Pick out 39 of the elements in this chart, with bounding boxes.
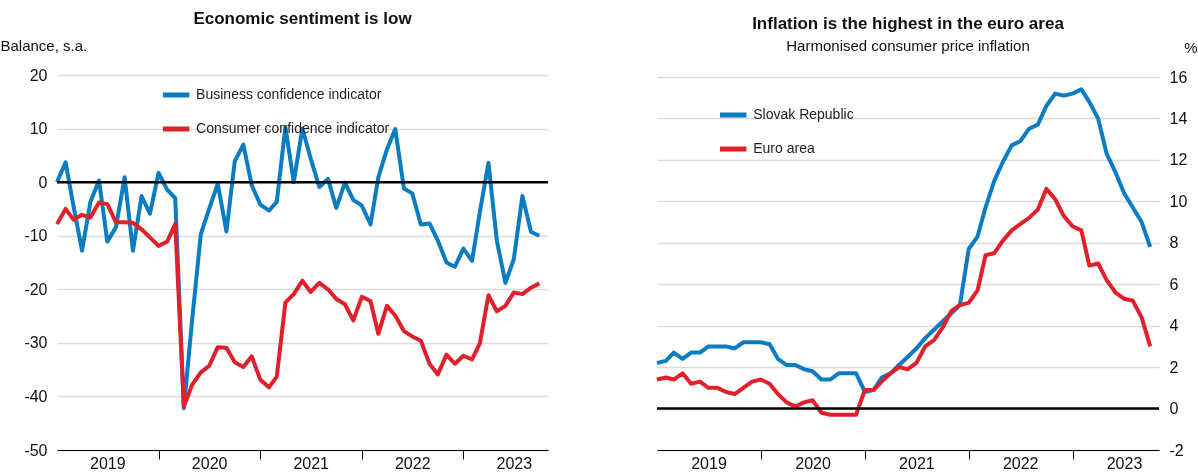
legend-label: Slovak Republic [753, 106, 854, 122]
y2-tick-label: 2 [1169, 358, 1179, 376]
y2-tick-label: -2 [1169, 441, 1184, 459]
x-tick-label: 2020 [191, 454, 228, 472]
x-tick-label: 2023 [1106, 454, 1143, 472]
x-tick-label: 2019 [691, 454, 727, 472]
x-tick-label: 2021 [293, 454, 330, 472]
y2-axis-title: % [1184, 38, 1198, 56]
y-tick-label: 0 [38, 173, 48, 191]
line-series [655, 87, 1153, 394]
y-tick-label: 20 [29, 66, 48, 84]
y2-tick-label: 10 [1169, 192, 1188, 210]
legend-label: Business confidence indicator [196, 86, 382, 102]
y2-tick-label: 14 [1169, 109, 1188, 127]
y2-tick-label: 16 [1169, 68, 1188, 86]
y-tick-label: -20 [24, 280, 48, 298]
x-tick-label: 2020 [795, 454, 831, 472]
line-series [55, 200, 542, 409]
y-tick-label: -40 [24, 387, 48, 405]
y2-tick-label: 12 [1169, 151, 1188, 169]
chart-subtitle: Harmonised consumer price inflation [786, 37, 1030, 54]
x-tick-label: 2019 [90, 454, 126, 472]
y-tick-label: 10 [29, 120, 48, 138]
y-tick-label: -50 [24, 441, 48, 459]
chart-title: Economic sentiment is low [193, 9, 413, 28]
x-tick-label: 2021 [899, 454, 935, 472]
y2-tick-label: 4 [1169, 317, 1179, 335]
line-series [655, 186, 1153, 417]
y2-tick-label: 0 [1169, 400, 1179, 418]
y-tick-label: -30 [24, 334, 48, 352]
y-axis-title: Balance, s.a. [0, 36, 88, 54]
x-tick-label: 2022 [394, 454, 431, 472]
x-tick-label: 2023 [496, 454, 533, 472]
x-tick-label: 2022 [1002, 454, 1039, 472]
chart-title: Inflation is the highest in the euro area [752, 14, 1065, 33]
y2-tick-label: 8 [1169, 234, 1179, 252]
y2-tick-label: 6 [1169, 275, 1179, 293]
y-tick-label: -10 [24, 227, 48, 245]
legend-label: Euro area [753, 140, 815, 156]
